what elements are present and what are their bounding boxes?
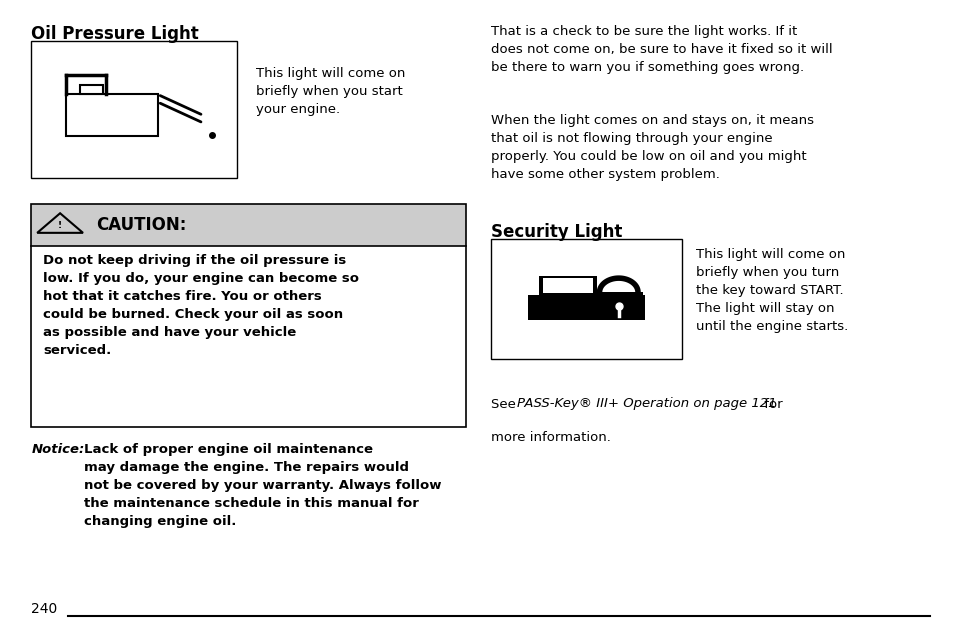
FancyBboxPatch shape <box>66 94 157 137</box>
Text: for: for <box>760 398 782 410</box>
FancyBboxPatch shape <box>491 238 681 359</box>
Text: See: See <box>491 398 520 410</box>
Text: This light will come on
briefly when you start
your engine.: This light will come on briefly when you… <box>255 67 405 116</box>
Text: Do not keep driving if the oil pressure is
low. If you do, your engine can becom: Do not keep driving if the oil pressure … <box>43 254 358 357</box>
Text: When the light comes on and stays on, it means
that oil is not flowing through y: When the light comes on and stays on, it… <box>491 114 814 181</box>
FancyBboxPatch shape <box>31 204 465 246</box>
Text: Notice:: Notice: <box>31 443 85 456</box>
Text: 240: 240 <box>31 602 58 616</box>
Text: PASS-Key® III+ Operation on page 121: PASS-Key® III+ Operation on page 121 <box>517 398 776 410</box>
FancyBboxPatch shape <box>542 279 593 293</box>
Text: Lack of proper engine oil maintenance
may damage the engine. The repairs would
n: Lack of proper engine oil maintenance ma… <box>84 443 441 529</box>
Polygon shape <box>37 213 83 233</box>
FancyBboxPatch shape <box>80 85 103 94</box>
FancyBboxPatch shape <box>31 41 236 178</box>
Text: This light will come on
briefly when you turn
the key toward START.
The light wi: This light will come on briefly when you… <box>696 248 848 333</box>
Text: CAUTION:: CAUTION: <box>96 216 187 234</box>
Text: Oil Pressure Light: Oil Pressure Light <box>31 25 199 43</box>
FancyBboxPatch shape <box>594 292 642 319</box>
Text: Security Light: Security Light <box>491 223 622 240</box>
FancyBboxPatch shape <box>527 295 645 321</box>
Text: That is a check to be sure the light works. If it
does not come on, be sure to h: That is a check to be sure the light wor… <box>491 25 832 74</box>
Text: !: ! <box>58 221 62 230</box>
Text: more information.: more information. <box>491 431 611 443</box>
FancyBboxPatch shape <box>538 276 597 295</box>
